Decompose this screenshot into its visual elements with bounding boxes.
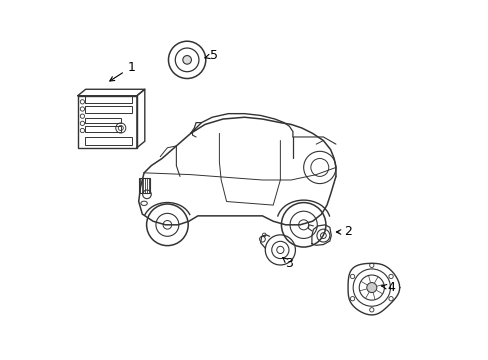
Text: 5: 5 bbox=[204, 49, 218, 62]
Bar bbox=[78, 96, 137, 148]
Bar bbox=[139, 178, 149, 193]
Text: 4: 4 bbox=[381, 281, 395, 294]
Bar bbox=[85, 96, 131, 103]
Circle shape bbox=[183, 55, 191, 64]
Circle shape bbox=[366, 283, 376, 293]
Text: 3: 3 bbox=[282, 257, 293, 270]
Bar bbox=[85, 106, 131, 113]
Bar bbox=[85, 137, 131, 145]
Bar bbox=[85, 126, 121, 132]
Text: 1: 1 bbox=[110, 60, 135, 81]
Bar bbox=[85, 118, 121, 123]
Text: 2: 2 bbox=[336, 225, 352, 238]
